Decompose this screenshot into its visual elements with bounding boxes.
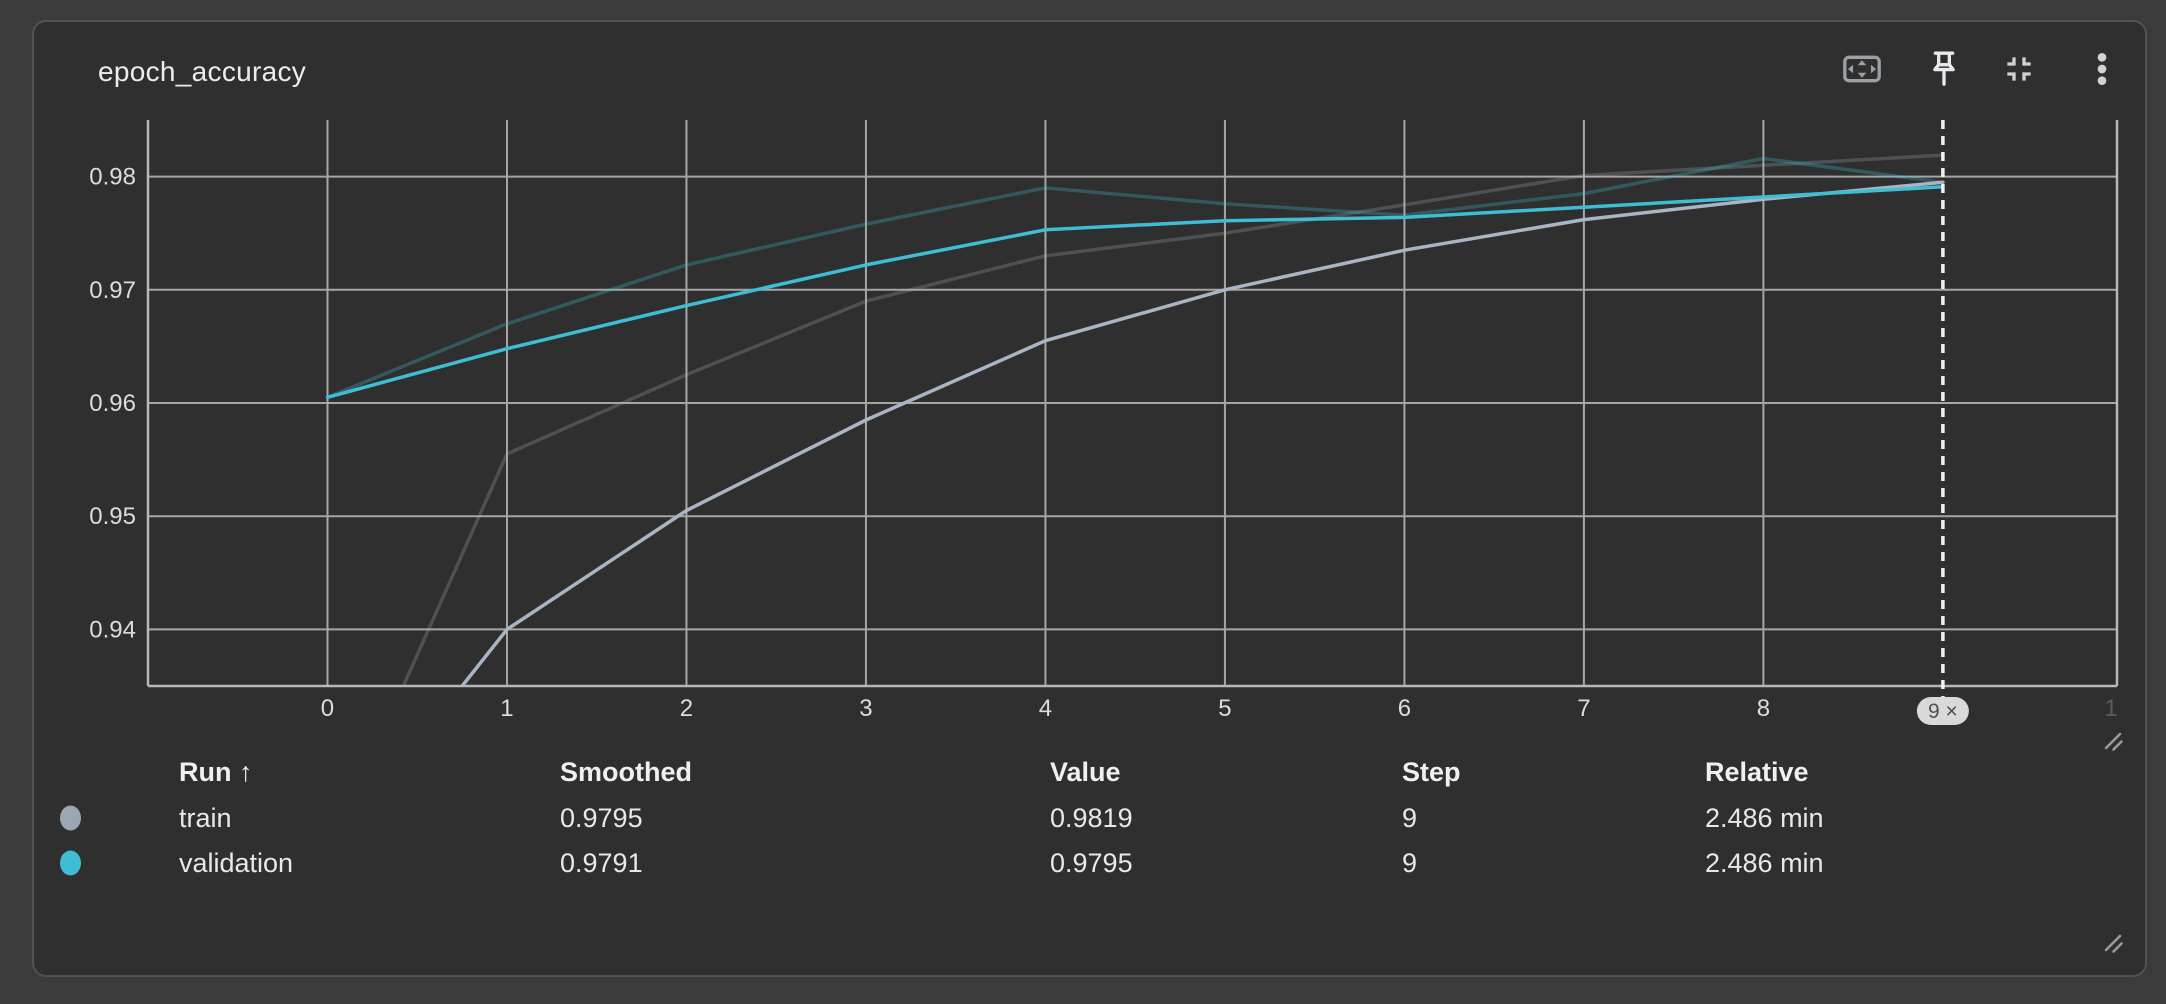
relative-time: 2.486 min (1705, 848, 1824, 878)
step-value: 9 (1402, 848, 1418, 878)
resize-grip-icon (2104, 934, 2123, 953)
x-tick-label: 2 (680, 695, 693, 722)
step-cursor-badge[interactable]: 9 × (1916, 697, 1969, 725)
runs-table-header: Run ↑ Smoothed Value Step Relative (34, 754, 2145, 790)
smoothed-value: 0.9795 (560, 803, 643, 833)
y-tick-label: 0.96 (89, 390, 136, 417)
smoothed-value: 0.9791 (560, 848, 643, 878)
line-validation-smoothed[interactable] (325, 185, 1945, 400)
header-step[interactable]: Step (1402, 757, 1461, 787)
fit-data-button[interactable] (1838, 45, 1886, 93)
collapse-button[interactable] (1995, 45, 2043, 93)
settings-overscan-icon (1843, 55, 1881, 83)
header-relative[interactable]: Relative (1705, 757, 1809, 787)
y-tick-label: 0.98 (89, 164, 136, 191)
table-row-validation[interactable]: validation 0.9791 0.9795 9 2.486 min (34, 840, 2145, 886)
x-tick-label: 1 (500, 695, 513, 722)
run-color-dot-train[interactable] (60, 805, 81, 831)
line-validation-value[interactable] (325, 156, 1945, 400)
x-tick-label: 3 (859, 695, 872, 722)
x-tick-label: 4 (1039, 695, 1052, 722)
line-train-smoothed[interactable] (328, 180, 1945, 762)
card-resize-handle[interactable] (2100, 930, 2126, 956)
scalar-card: epoch_accuracy (32, 20, 2147, 977)
line-train-value[interactable] (328, 153, 1945, 762)
header-smoothed[interactable]: Smoothed (560, 757, 692, 787)
y-tick-label: 0.94 (89, 616, 136, 643)
run-name: validation (179, 848, 294, 878)
relative-time: 2.486 min (1705, 803, 1824, 833)
run-name: train (179, 803, 232, 833)
pin-icon (1933, 51, 1955, 86)
x-tick-label: 7 (1577, 695, 1590, 722)
step-badge-label: 9 × (1928, 700, 1958, 723)
more-options-button[interactable] (2078, 45, 2126, 93)
step-value: 9 (1402, 803, 1418, 833)
raw-value: 0.9795 (1050, 848, 1133, 878)
header-run[interactable]: Run ↑ (179, 757, 253, 787)
pin-button[interactable] (1920, 45, 1968, 93)
x-tick-label: 5 (1218, 695, 1231, 722)
x-tick-label: 6 (1398, 695, 1411, 722)
table-row-train[interactable]: train 0.9795 0.9819 9 2.486 min (34, 795, 2145, 841)
chart-resize-handle[interactable] (2100, 728, 2126, 754)
y-tick-label: 0.97 (89, 277, 136, 304)
more-vertical-icon (2097, 53, 2107, 85)
fullscreen-exit-icon (2007, 57, 2031, 81)
x-tick-label: 0 (321, 695, 334, 722)
header-value[interactable]: Value (1050, 757, 1121, 787)
accuracy-line-chart[interactable]: 0.94 0.95 0.96 0.97 0.98 0 1 2 3 4 5 6 7 8 9 × 1 (34, 102, 2149, 762)
y-tick-label: 0.95 (89, 503, 136, 530)
clipped-x-tick-label: 1 (2104, 695, 2117, 722)
card-title: epoch_accuracy (98, 56, 307, 87)
raw-value: 0.9819 (1050, 803, 1133, 833)
x-tick-label: 8 (1757, 695, 1770, 722)
run-color-dot-validation[interactable] (60, 850, 81, 876)
resize-grip-icon (2104, 732, 2123, 751)
